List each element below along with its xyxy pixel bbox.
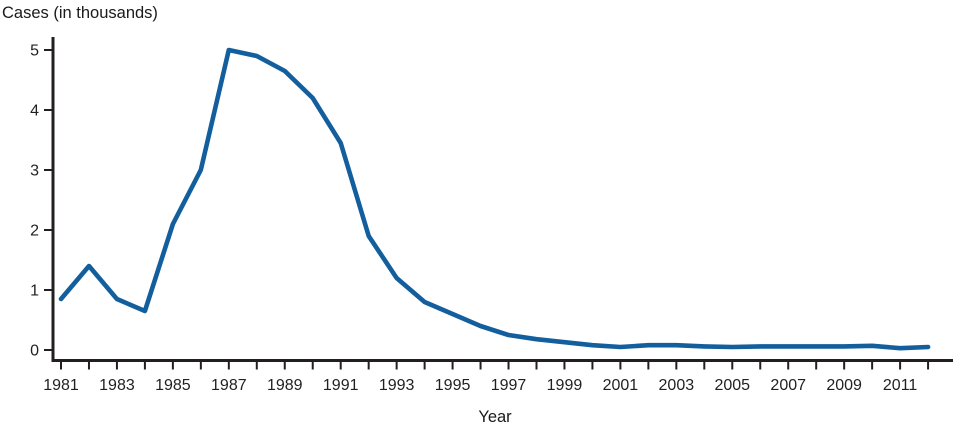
y-tick-label: 4 <box>30 103 39 120</box>
x-tick-label: 2005 <box>714 377 750 394</box>
x-tick-label: 1983 <box>99 377 135 394</box>
y-tick-label: 2 <box>30 223 39 240</box>
x-tick-label: 2007 <box>770 377 806 394</box>
x-tick-label: 2001 <box>603 377 639 394</box>
x-tick-label: 1987 <box>211 377 247 394</box>
x-tick-label: 2003 <box>659 377 695 394</box>
x-axis-title: Year <box>478 408 512 426</box>
y-tick-label: 3 <box>30 163 39 180</box>
x-tick-label: 2009 <box>826 377 862 394</box>
x-tick-label: 1997 <box>491 377 527 394</box>
x-tick-label: 1999 <box>547 377 583 394</box>
x-tick-label: 1991 <box>323 377 359 394</box>
y-tick-label: 1 <box>30 283 39 300</box>
x-tick-label: 1995 <box>435 377 471 394</box>
x-tick-label: 1981 <box>43 377 79 394</box>
x-tick-label: 1989 <box>267 377 303 394</box>
y-tick-label: 5 <box>30 43 39 60</box>
cases-data-line <box>58 47 931 351</box>
y-tick-label: 0 <box>30 343 39 360</box>
x-tick-label: 2011 <box>883 377 918 394</box>
x-tick-label: 1985 <box>155 377 191 394</box>
x-tick-label: 1993 <box>379 377 415 394</box>
y-axis-title: Cases (in thousands) <box>2 4 158 22</box>
